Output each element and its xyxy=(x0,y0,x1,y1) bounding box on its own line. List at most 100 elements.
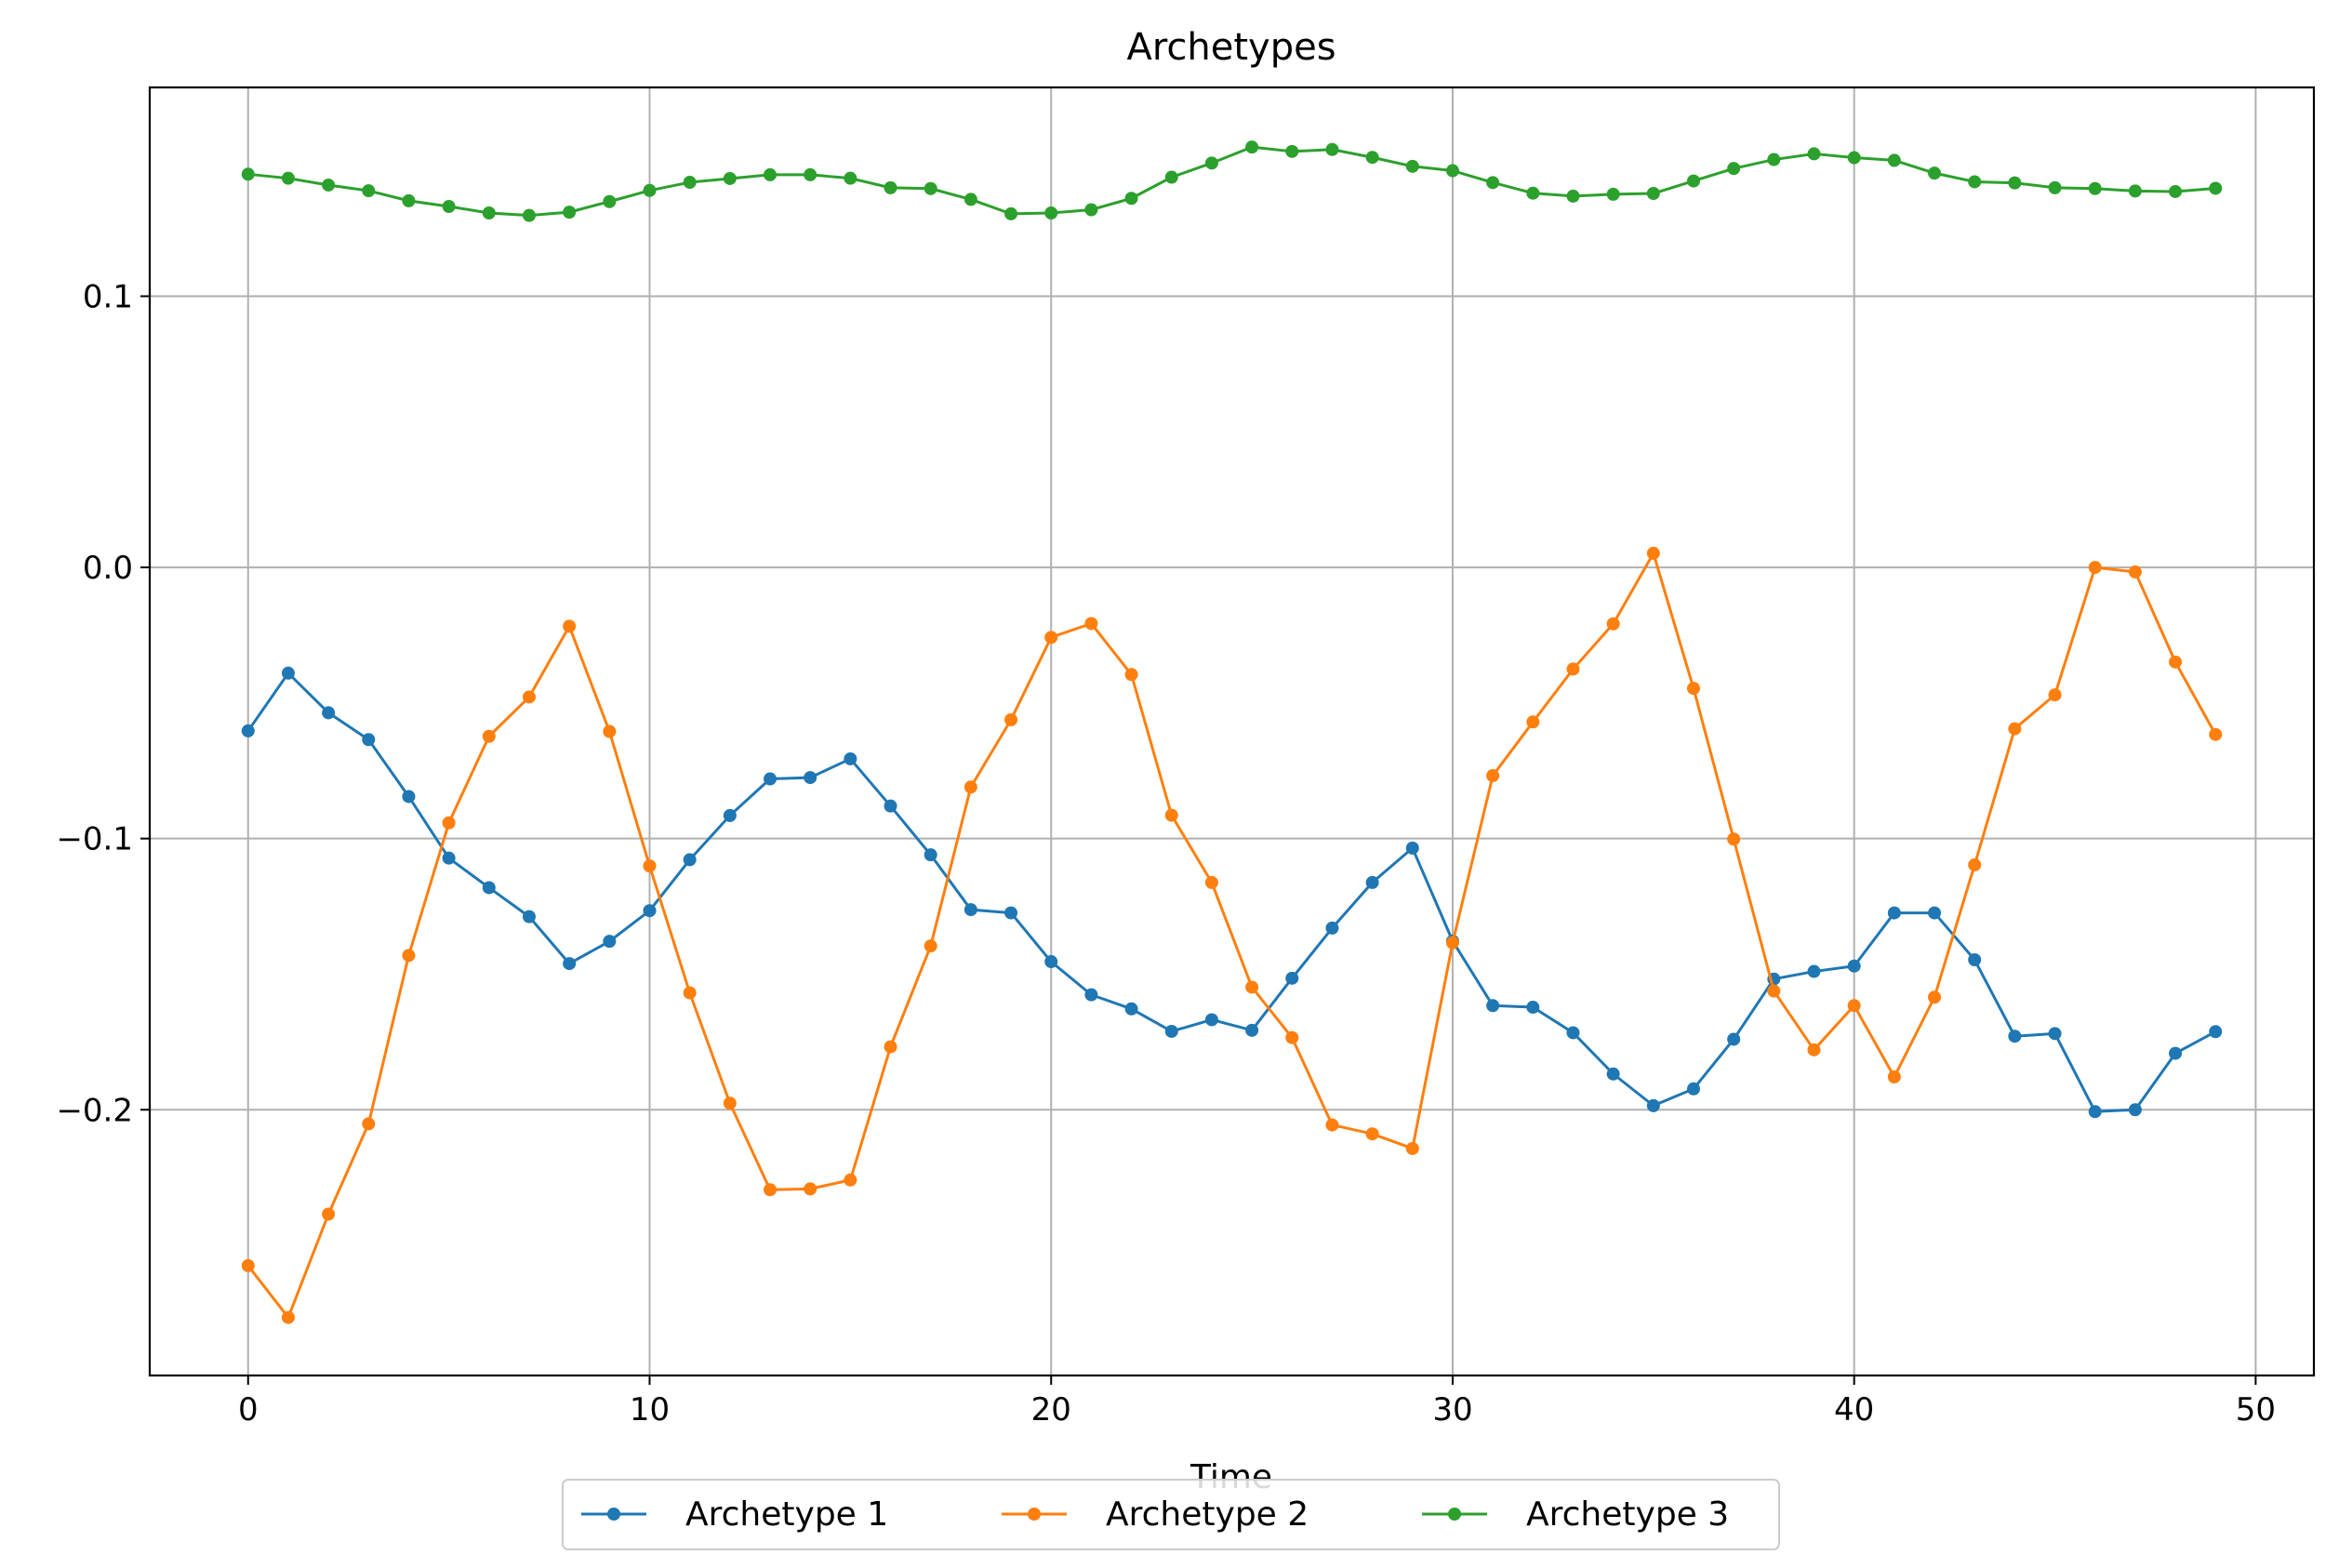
data-point xyxy=(1847,999,1861,1013)
data-point xyxy=(442,851,456,865)
data-point xyxy=(442,816,456,830)
data-point xyxy=(764,772,777,786)
series-line xyxy=(246,671,2216,1113)
data-point xyxy=(241,1258,255,1272)
data-point xyxy=(2169,1046,2183,1060)
series-line xyxy=(246,551,2217,1320)
data-point xyxy=(1004,906,1018,920)
data-point xyxy=(1646,187,1660,201)
data-point xyxy=(1847,151,1861,165)
data-point xyxy=(2048,688,2062,702)
data-point xyxy=(1365,875,1379,889)
data-point xyxy=(2169,655,2183,669)
data-point xyxy=(1606,187,1620,201)
data-point xyxy=(2088,181,2102,195)
x-tick-label: 20 xyxy=(1031,1391,1071,1428)
data-point xyxy=(603,724,617,738)
data-point xyxy=(964,780,977,794)
data-point xyxy=(1606,1067,1620,1081)
data-point xyxy=(482,206,496,220)
legend-item: Archetype 2 xyxy=(1002,1495,1309,1534)
data-point xyxy=(603,194,617,208)
data-point xyxy=(884,180,897,194)
data-point xyxy=(2128,1103,2142,1117)
data-point xyxy=(1285,1030,1299,1044)
data-point xyxy=(1164,808,1178,822)
data-point xyxy=(1405,159,1419,173)
data-point xyxy=(1204,1013,1218,1027)
series-1 xyxy=(241,666,2223,1119)
data-point xyxy=(522,910,536,924)
legend-swatch-marker xyxy=(607,1508,620,1521)
data-point xyxy=(1044,955,1058,969)
data-point xyxy=(643,859,657,873)
data-point xyxy=(764,1183,777,1197)
tick-layer: 0 10 20 30 40 50 −0.2 −0.1 0.0 0.1 xyxy=(56,279,2276,1428)
data-point xyxy=(1928,906,1942,920)
data-point xyxy=(964,903,977,917)
data-point xyxy=(1646,1098,1660,1112)
data-point xyxy=(563,206,577,219)
series-2 xyxy=(241,546,2223,1324)
data-point xyxy=(1285,144,1299,158)
data-point xyxy=(2088,561,2102,575)
data-point xyxy=(1566,189,1580,203)
data-point xyxy=(2008,1030,2022,1043)
data-point xyxy=(2128,565,2142,579)
data-point xyxy=(1686,174,1700,188)
axes-frame xyxy=(148,86,2316,1377)
data-point xyxy=(1526,1001,1540,1015)
data-point xyxy=(2209,727,2223,741)
legend-swatch-marker xyxy=(1448,1508,1461,1521)
data-point xyxy=(1004,206,1018,220)
data-point xyxy=(442,200,456,214)
data-point xyxy=(764,167,777,181)
data-point xyxy=(1204,875,1218,889)
data-point xyxy=(2048,1027,2062,1041)
data-point xyxy=(1325,921,1339,935)
legend-label: Archetype 1 xyxy=(685,1495,888,1534)
data-point xyxy=(1084,203,1098,217)
data-point xyxy=(844,1173,857,1187)
legend-box xyxy=(562,1479,1780,1550)
data-point xyxy=(1727,832,1741,846)
data-point xyxy=(1968,857,1982,871)
data-point xyxy=(1526,715,1540,729)
legend-label: Archetype 2 xyxy=(1106,1495,1309,1534)
data-point xyxy=(1727,162,1741,176)
data-point xyxy=(322,1207,336,1221)
data-point xyxy=(1325,142,1339,156)
data-point xyxy=(884,1040,897,1054)
data-point xyxy=(482,881,496,895)
data-point xyxy=(1405,1141,1419,1155)
data-point xyxy=(723,808,737,822)
legend-item: Archetype 1 xyxy=(581,1495,888,1534)
data-point xyxy=(2209,1025,2223,1039)
data-point xyxy=(924,848,937,862)
data-point xyxy=(1486,999,1500,1013)
data-point xyxy=(2128,184,2142,198)
series-layer xyxy=(241,140,2223,1324)
data-point xyxy=(1727,1032,1741,1046)
legend-swatch-marker xyxy=(1028,1508,1041,1521)
data-point xyxy=(1566,1026,1580,1040)
data-point xyxy=(1365,151,1379,165)
data-point xyxy=(1245,980,1259,994)
data-point xyxy=(2008,722,2022,736)
data-point xyxy=(2048,180,2062,194)
data-point xyxy=(281,666,295,680)
y-tick-label: −0.1 xyxy=(56,821,133,858)
x-tick-label: 40 xyxy=(1834,1391,1874,1428)
data-point xyxy=(241,167,255,181)
data-point xyxy=(362,1117,376,1131)
y-tick-label: 0.1 xyxy=(83,279,133,316)
data-point xyxy=(683,853,697,867)
data-point xyxy=(1084,988,1098,1002)
data-point xyxy=(1405,841,1419,855)
data-point xyxy=(1124,192,1138,206)
data-point xyxy=(924,939,937,953)
data-point xyxy=(603,935,617,949)
data-point xyxy=(362,733,376,747)
data-point xyxy=(844,171,857,185)
